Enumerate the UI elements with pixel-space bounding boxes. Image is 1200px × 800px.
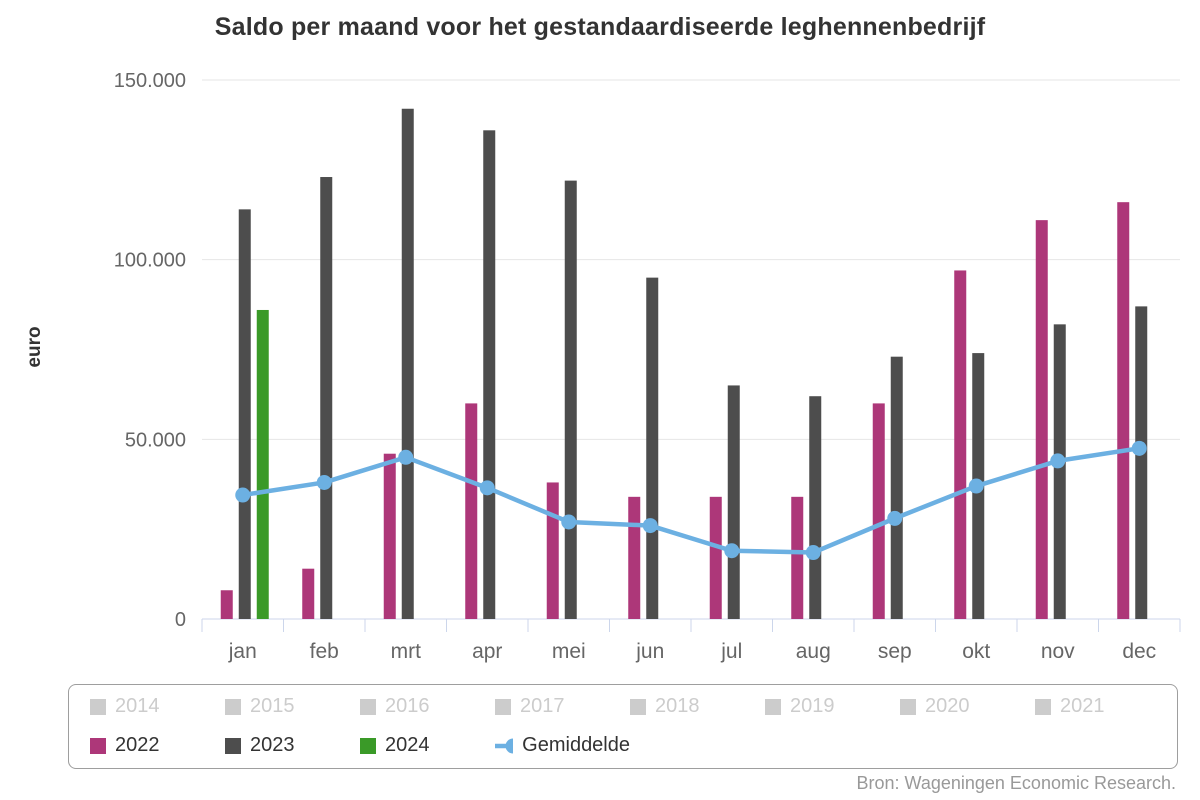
legend-square-icon bbox=[360, 698, 376, 715]
average-marker-dec[interactable] bbox=[1131, 440, 1147, 456]
legend-item-label: 2019 bbox=[790, 695, 835, 717]
bar-2024-jan[interactable] bbox=[256, 309, 269, 619]
legend-square-icon bbox=[495, 698, 511, 715]
legend-item-label: 2014 bbox=[115, 695, 160, 717]
average-marker-aug[interactable] bbox=[805, 545, 821, 561]
bar-2022-mei[interactable] bbox=[546, 482, 559, 619]
bar-2022-jun[interactable] bbox=[628, 496, 641, 619]
bar-2023-mei[interactable] bbox=[564, 180, 577, 619]
bar-2023-jun[interactable] bbox=[646, 277, 659, 619]
legend-row-disabled-years: 2014 2015 2016 2017 2018 2019 2020 2021 bbox=[90, 695, 1173, 719]
x-axis-label-sep: sep bbox=[878, 640, 912, 663]
legend-item-label: 2017 bbox=[520, 695, 565, 717]
x-axis-label-feb: feb bbox=[310, 640, 339, 663]
legend-square-icon bbox=[90, 698, 106, 715]
legend-square-icon bbox=[360, 737, 376, 754]
bar-2023-jan[interactable] bbox=[238, 209, 251, 620]
x-axis-label-nov: nov bbox=[1041, 640, 1075, 663]
legend: 2014 2015 2016 2017 2018 2019 2020 2021 2022 202… bbox=[68, 684, 1178, 769]
average-marker-mrt[interactable] bbox=[398, 449, 414, 465]
legend-square-icon bbox=[765, 698, 781, 715]
bar-2023-mrt[interactable] bbox=[401, 108, 414, 619]
legend-item-2016[interactable]: 2016 bbox=[360, 695, 495, 718]
average-marker-apr[interactable] bbox=[479, 480, 495, 496]
bar-2022-apr[interactable] bbox=[465, 403, 478, 619]
legend-item-label: 2020 bbox=[925, 695, 970, 717]
bar-2022-jul[interactable] bbox=[709, 496, 722, 619]
x-axis-label-mrt: mrt bbox=[391, 640, 421, 663]
y-axis-tick-label: 50.000 bbox=[125, 429, 186, 451]
average-line bbox=[242, 446, 1140, 555]
bar-2022-jan[interactable] bbox=[220, 590, 233, 619]
x-axis-label-okt: okt bbox=[962, 640, 990, 663]
bar-2023-apr[interactable] bbox=[483, 130, 496, 619]
bar-2023-jul[interactable] bbox=[727, 385, 740, 619]
x-axis-label-jan: jan bbox=[228, 640, 257, 663]
x-axis-label-dec: dec bbox=[1122, 640, 1156, 663]
legend-item-2020[interactable]: 2020 bbox=[900, 695, 1035, 718]
average-marker-mei[interactable] bbox=[561, 514, 577, 530]
average-marker-okt[interactable] bbox=[968, 478, 984, 494]
legend-item-gemiddelde[interactable]: Gemiddelde bbox=[495, 734, 630, 757]
bar-2022-dec[interactable] bbox=[1117, 202, 1130, 619]
y-axis-tick-label: 0 bbox=[175, 609, 186, 631]
x-axis-label-mei: mei bbox=[552, 640, 586, 663]
x-axis-label-apr: apr bbox=[472, 640, 502, 663]
legend-item-label: 2015 bbox=[250, 695, 295, 717]
y-axis-tick-label: 100.000 bbox=[114, 250, 186, 272]
legend-item-label: 2016 bbox=[385, 695, 430, 717]
chart-title: Saldo per maand voor het gestandaardisee… bbox=[214, 13, 986, 41]
legend-item-label: 2018 bbox=[655, 695, 700, 717]
average-marker-jul[interactable] bbox=[724, 543, 740, 559]
legend-square-icon bbox=[90, 737, 106, 754]
legend-item-label: 2024 bbox=[385, 734, 430, 756]
average-marker-jan[interactable] bbox=[235, 487, 251, 503]
y-axis-tick-label: 150.000 bbox=[114, 70, 186, 92]
bar-2022-okt[interactable] bbox=[954, 270, 967, 619]
legend-square-icon bbox=[225, 698, 241, 715]
legend-square-icon bbox=[900, 698, 916, 715]
x-axis-label-jun: jun bbox=[635, 640, 664, 663]
legend-item-label: Gemiddelde bbox=[522, 734, 630, 756]
legend-item-2018[interactable]: 2018 bbox=[630, 695, 765, 718]
legend-item-2015[interactable]: 2015 bbox=[225, 695, 360, 718]
bar-2023-nov[interactable] bbox=[1053, 324, 1066, 619]
bar-2023-sep[interactable] bbox=[890, 356, 903, 619]
legend-square-icon bbox=[1035, 698, 1051, 715]
legend-item-2024[interactable]: 2024 bbox=[360, 734, 495, 757]
source-credit: Bron: Wageningen Economic Research. bbox=[856, 773, 1177, 793]
bar-2022-mrt[interactable] bbox=[383, 453, 396, 619]
legend-item-2021[interactable]: 2021 bbox=[1035, 695, 1170, 718]
legend-square-icon bbox=[225, 737, 241, 754]
x-axis-label-jul: jul bbox=[720, 640, 742, 663]
bar-2023-dec[interactable] bbox=[1135, 306, 1148, 619]
legend-line-marker-icon bbox=[495, 738, 514, 753]
legend-square-icon bbox=[630, 698, 646, 715]
legend-item-label: 2022 bbox=[115, 734, 160, 756]
x-axis-label-aug: aug bbox=[796, 640, 831, 663]
legend-item-2019[interactable]: 2019 bbox=[765, 695, 900, 718]
average-marker-sep[interactable] bbox=[887, 510, 903, 526]
legend-item-label: 2023 bbox=[250, 734, 295, 756]
average-marker-jun[interactable] bbox=[642, 518, 658, 534]
bar-2022-feb[interactable] bbox=[302, 568, 315, 619]
legend-item-2023[interactable]: 2023 bbox=[225, 734, 360, 757]
bar-2022-sep[interactable] bbox=[872, 403, 885, 619]
legend-item-label: 2021 bbox=[1060, 695, 1105, 717]
bar-2022-nov[interactable] bbox=[1035, 220, 1048, 619]
legend-item-2022[interactable]: 2022 bbox=[90, 734, 225, 757]
average-marker-nov[interactable] bbox=[1050, 453, 1066, 469]
legend-row-active-series: 2022 2023 2024 Gemiddelde bbox=[90, 734, 1173, 758]
legend-item-2017[interactable]: 2017 bbox=[495, 695, 630, 718]
bar-2023-aug[interactable] bbox=[809, 396, 822, 619]
bar-2023-feb[interactable] bbox=[320, 177, 333, 619]
legend-item-2014[interactable]: 2014 bbox=[90, 695, 225, 718]
average-marker-feb[interactable] bbox=[316, 474, 332, 490]
bar-2022-aug[interactable] bbox=[791, 496, 804, 619]
